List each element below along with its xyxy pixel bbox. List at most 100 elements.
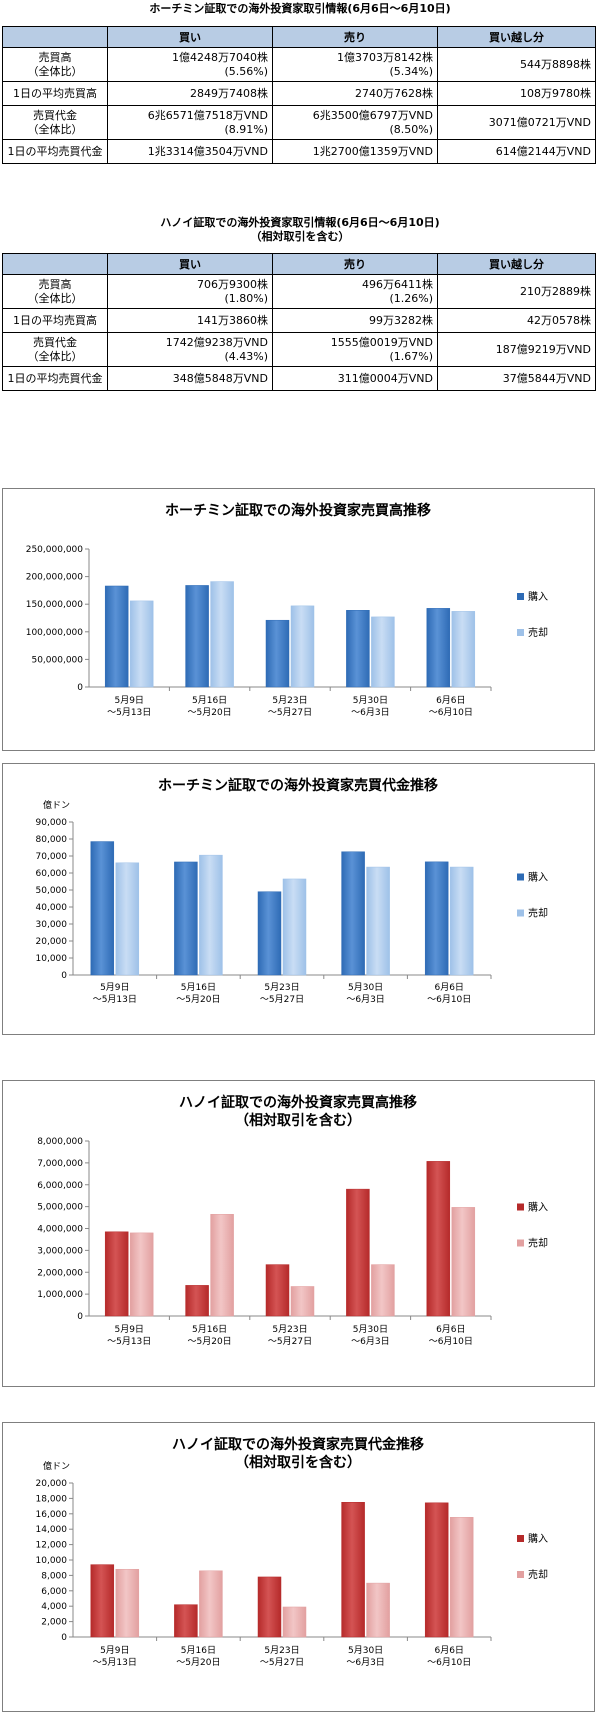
bar-buy (265, 619, 290, 688)
buy-cell-line: 1742億9238万VND (165, 335, 268, 349)
bar-sell (210, 1214, 234, 1317)
header-net-buy: 買い越し分 (437, 26, 596, 48)
row-label: 1日の平均売買代金 (2, 366, 108, 391)
sell-cell: 1億3703万8142株 (5.34%) (272, 47, 438, 82)
sell-cell-line: 311億0004万VND (337, 371, 433, 385)
chart-hn-volume-svg: ハノイ証取での海外投資家売買高推移（相対取引を含む） 0 1,000,000 2,00… (37, 1094, 548, 1347)
x-category-label: 5月30日 (348, 1645, 383, 1656)
legend-label-sell: 売却 (528, 626, 548, 639)
x-category-label: 5月9日 (114, 1324, 143, 1335)
legend-label-sell: 売却 (528, 1237, 548, 1250)
bar-buy (424, 861, 449, 976)
bar-buy (341, 1502, 365, 1638)
bar-buy (104, 585, 129, 688)
net-buy-cell: 544万8898株 (437, 47, 596, 82)
x-category-label: ～5月27日 (268, 707, 312, 718)
x-category-label: 5月9日 (114, 695, 143, 706)
bar-sell (129, 1232, 154, 1317)
y-tick-label: 60,000 (36, 869, 68, 879)
bar-buy (346, 1188, 370, 1317)
net-buy-cell: 614億2144万VND (437, 139, 596, 164)
x-category-label: ～6月10日 (427, 994, 471, 1005)
bar-buy (257, 891, 282, 976)
net-buy-cell-line: 614億2144万VND (495, 144, 591, 158)
row-label: 売買代金 （全体比） (2, 332, 108, 367)
legend-label-buy: 購入 (528, 1532, 548, 1545)
y-tick-label: 10,000 (36, 954, 68, 964)
y-tick-label: 4,000 (41, 1602, 67, 1612)
x-category-label: ～5月20日 (188, 707, 232, 718)
bar-sell (199, 854, 223, 976)
buy-cell-line: 141万3860株 (197, 313, 268, 327)
y-tick-label: 1,000,000 (37, 1290, 83, 1300)
sell-cell: 2740万7628株 (272, 81, 438, 106)
buy-cell: 348億5848万VND (107, 366, 273, 391)
net-buy-cell-line: 544万8898株 (520, 57, 591, 71)
y-tick-label: 2,000,000 (37, 1268, 83, 1278)
x-category-label: 6月6日 (436, 695, 465, 706)
sell-cell: 1兆2700億1359万VND (272, 139, 438, 164)
bar-sell (451, 611, 476, 688)
y-tick-label: 8,000 (41, 1571, 67, 1581)
x-category-label: ～6月10日 (429, 1336, 473, 1347)
buy-cell-line: 1兆3314億3504万VND (147, 144, 268, 158)
hcm-table-title: ホーチミン証取での海外投資家取引情報(6月6日～6月10日) (149, 2, 451, 15)
x-category-label: 5月9日 (100, 1645, 129, 1656)
y-tick-label: 0 (61, 1633, 67, 1643)
sell-cell-line: (1.26%) (389, 291, 433, 305)
legend-swatch-buy (517, 1203, 524, 1211)
buy-cell: 6兆6571億7518万VND (8.91%) (107, 105, 273, 140)
row-label-line: （全体比） (27, 122, 83, 136)
x-category-label: ～6月10日 (427, 1657, 471, 1668)
row-label-line: （全体比） (27, 349, 83, 363)
sell-cell: 1555億0019万VND (1.67%) (272, 332, 438, 367)
chart-hcm-volume: ホーチミン証取での海外投資家売買高推移 0 50,000,000 100,000,00… (2, 488, 595, 751)
sell-cell-line: 6兆3500億6797万VND (312, 108, 433, 122)
x-category-label: ～6月3日 (351, 707, 389, 718)
table-row: 1日の平均売買高 141万3860株 99万3282株 42万0578株 (2, 308, 596, 333)
x-category-label: ～5月13日 (93, 994, 137, 1005)
legend-swatch-buy (517, 1535, 524, 1542)
y-tick-label: 7,000,000 (37, 1159, 83, 1169)
row-label: 売買高 （全体比） (2, 274, 108, 309)
header-blank (2, 26, 108, 48)
y-tick-label: 14,000 (36, 1525, 68, 1535)
row-label-line: 売買代金 (33, 108, 77, 122)
net-buy-cell: 210万2889株 (437, 274, 596, 309)
y-tick-label: 80,000 (36, 835, 68, 845)
chart-title: ハノイ証取での海外投資家売買代金推移 (172, 1436, 424, 1453)
legend-label-sell: 売却 (528, 907, 548, 920)
y-tick-label: 90,000 (36, 818, 68, 828)
hn-trade-table: 買い 売り 買い越し分 売買高 （全体比） 706万9300株 (1.80%) 496万… (2, 253, 596, 391)
x-category-label: 5月9日 (100, 982, 129, 993)
chart-hn-volume: ハノイ証取での海外投資家売買高推移 （相対取引を含む） 0 1,000,000 2,00… (2, 1080, 595, 1387)
y-tick-label: 50,000 (36, 886, 68, 896)
sell-cell-line: 2740万7628株 (355, 86, 433, 100)
bar-sell (129, 600, 154, 688)
row-label-line: 1日の平均売買代金 (7, 144, 103, 158)
net-buy-cell-line: 187億9219万VND (495, 342, 591, 356)
y-tick-label: 70,000 (36, 852, 68, 862)
bar-sell (449, 1517, 474, 1638)
table-header-row: 買い 売り 買い越し分 (2, 253, 596, 275)
header-sell: 売り (272, 253, 438, 275)
bar-sell (366, 866, 390, 976)
table-row: 1日の平均売買高 2849万7408株 2740万7628株 108万9780株 (2, 81, 596, 106)
chart-title: ハノイ証取での海外投資家売買高推移 (179, 1094, 417, 1111)
bar-buy (424, 1502, 449, 1638)
row-label-line: 売買高 (38, 277, 72, 291)
buy-cell-line: (8.91%) (224, 122, 268, 136)
y-tick-label: 40,000 (36, 903, 68, 913)
buy-cell-line: 706万9300株 (197, 277, 268, 291)
x-category-label: ～5月20日 (176, 1657, 220, 1668)
sell-cell-line: (1.67%) (389, 349, 433, 363)
bar-buy (90, 1564, 115, 1638)
x-category-label: 5月16日 (192, 695, 227, 706)
header-sell: 売り (272, 26, 438, 48)
bar-buy (346, 610, 370, 688)
legend-swatch-buy (517, 873, 524, 881)
chart-hn-value: ハノイ証取での海外投資家売買代金推移 （相対取引を含む） 億ドン 0 2,000 4,00… (2, 1422, 595, 1712)
hn-table-title: ハノイ証取での海外投資家取引情報(6月6日～6月10日) （相対取引を含む） (160, 216, 440, 243)
chart-title: ホーチミン証取での海外投資家売買代金推移 (158, 777, 438, 794)
